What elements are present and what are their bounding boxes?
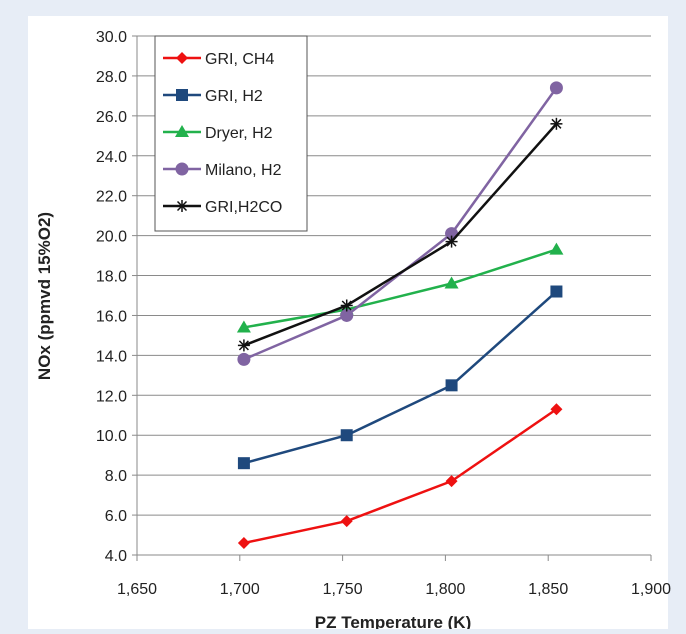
data-point-gri-ch4 <box>550 403 563 416</box>
legend-item-gri-h2co: GRI,H2CO <box>163 199 282 216</box>
x-tick-label: 1,900 <box>631 581 671 598</box>
data-point-gri-h2 <box>550 285 563 298</box>
series-gri-h2 <box>237 285 563 470</box>
y-tick-label: 10.0 <box>96 428 127 445</box>
legend-label: Milano, H2 <box>205 162 282 179</box>
data-point-milano-h2 <box>237 352 251 366</box>
data-point-gri-ch4 <box>340 515 353 528</box>
data-point-gri-ch4 <box>237 537 250 550</box>
y-tick-label: 8.0 <box>105 468 127 485</box>
series-line-gri-ch4 <box>243 408 558 545</box>
y-tick-label: 26.0 <box>96 109 127 126</box>
y-tick-label: 28.0 <box>96 69 127 86</box>
legend-item-gri-ch4: GRI, CH4 <box>163 51 274 68</box>
y-tick-label: 16.0 <box>96 308 127 325</box>
data-point-gri-h2co <box>445 235 458 248</box>
x-axis-label: PZ Temperature (K) <box>315 613 472 629</box>
legend-marker <box>176 200 188 212</box>
axes: 4.0 6.0 8.0 10.0 12.0 14.0 16.0 18.0 20.0 22.0 24.… <box>96 29 671 598</box>
data-point-dryer-h2 <box>236 320 251 333</box>
legend: GRI, CH4 GRI, H2 Dryer, H2 Milano, H2 GRI,H2… <box>154 35 308 232</box>
data-point-milano-h2 <box>340 308 354 322</box>
data-point-gri-h2 <box>340 429 353 442</box>
y-tick-label: 24.0 <box>96 149 127 166</box>
legend-label: Dryer, H2 <box>205 125 273 142</box>
x-tick-label: 1,750 <box>323 581 363 598</box>
chart-area <box>28 16 668 629</box>
x-tick-label: 1,700 <box>220 581 260 598</box>
y-tick-label: 4.0 <box>105 548 127 565</box>
data-point-milano-h2 <box>549 81 563 95</box>
series-gri-h2co <box>237 117 563 352</box>
y-tick-label: 30.0 <box>96 29 127 46</box>
data-point-dryer-h2 <box>444 276 459 289</box>
series-group <box>236 81 564 550</box>
y-tick-label: 6.0 <box>105 508 127 525</box>
y-tick-label: 18.0 <box>96 269 127 286</box>
legend-marker <box>176 89 188 101</box>
series-line-dryer-h2 <box>243 248 557 329</box>
data-point-dryer-h2 <box>549 242 564 255</box>
series-line-gri-h2 <box>243 290 558 465</box>
data-point-gri-h2 <box>445 379 458 392</box>
y-tick-label: 22.0 <box>96 189 127 206</box>
data-point-gri-h2 <box>237 457 250 470</box>
legend-item-dryer-h2: Dryer, H2 <box>163 125 273 142</box>
legend-label: GRI, H2 <box>205 88 263 105</box>
legend-item-gri-h2: GRI, H2 <box>163 88 263 105</box>
legend-label: GRI, CH4 <box>205 51 274 68</box>
x-tick-label: 1,800 <box>425 581 465 598</box>
y-tick-label: 12.0 <box>96 388 127 405</box>
legend-marker <box>176 52 188 64</box>
legend-label: GRI,H2CO <box>205 199 282 216</box>
x-tick-label: 1,650 <box>117 581 157 598</box>
data-point-gri-ch4 <box>445 475 458 488</box>
y-axis-label: NOx (ppmvd 15%O2) <box>35 212 54 380</box>
legend-item-milano-h2: Milano, H2 <box>163 162 282 179</box>
data-point-gri-h2co <box>237 339 250 352</box>
series-gri-ch4 <box>237 403 563 550</box>
series-line-gri-h2co <box>243 122 558 347</box>
x-tick-label: 1,850 <box>528 581 568 598</box>
data-point-gri-h2co <box>550 117 563 130</box>
y-tick-label: 14.0 <box>96 348 127 365</box>
legend-marker <box>175 162 189 176</box>
data-point-gri-h2co <box>340 299 353 312</box>
y-tick-label: 20.0 <box>96 229 127 246</box>
legend-marker <box>175 125 189 137</box>
